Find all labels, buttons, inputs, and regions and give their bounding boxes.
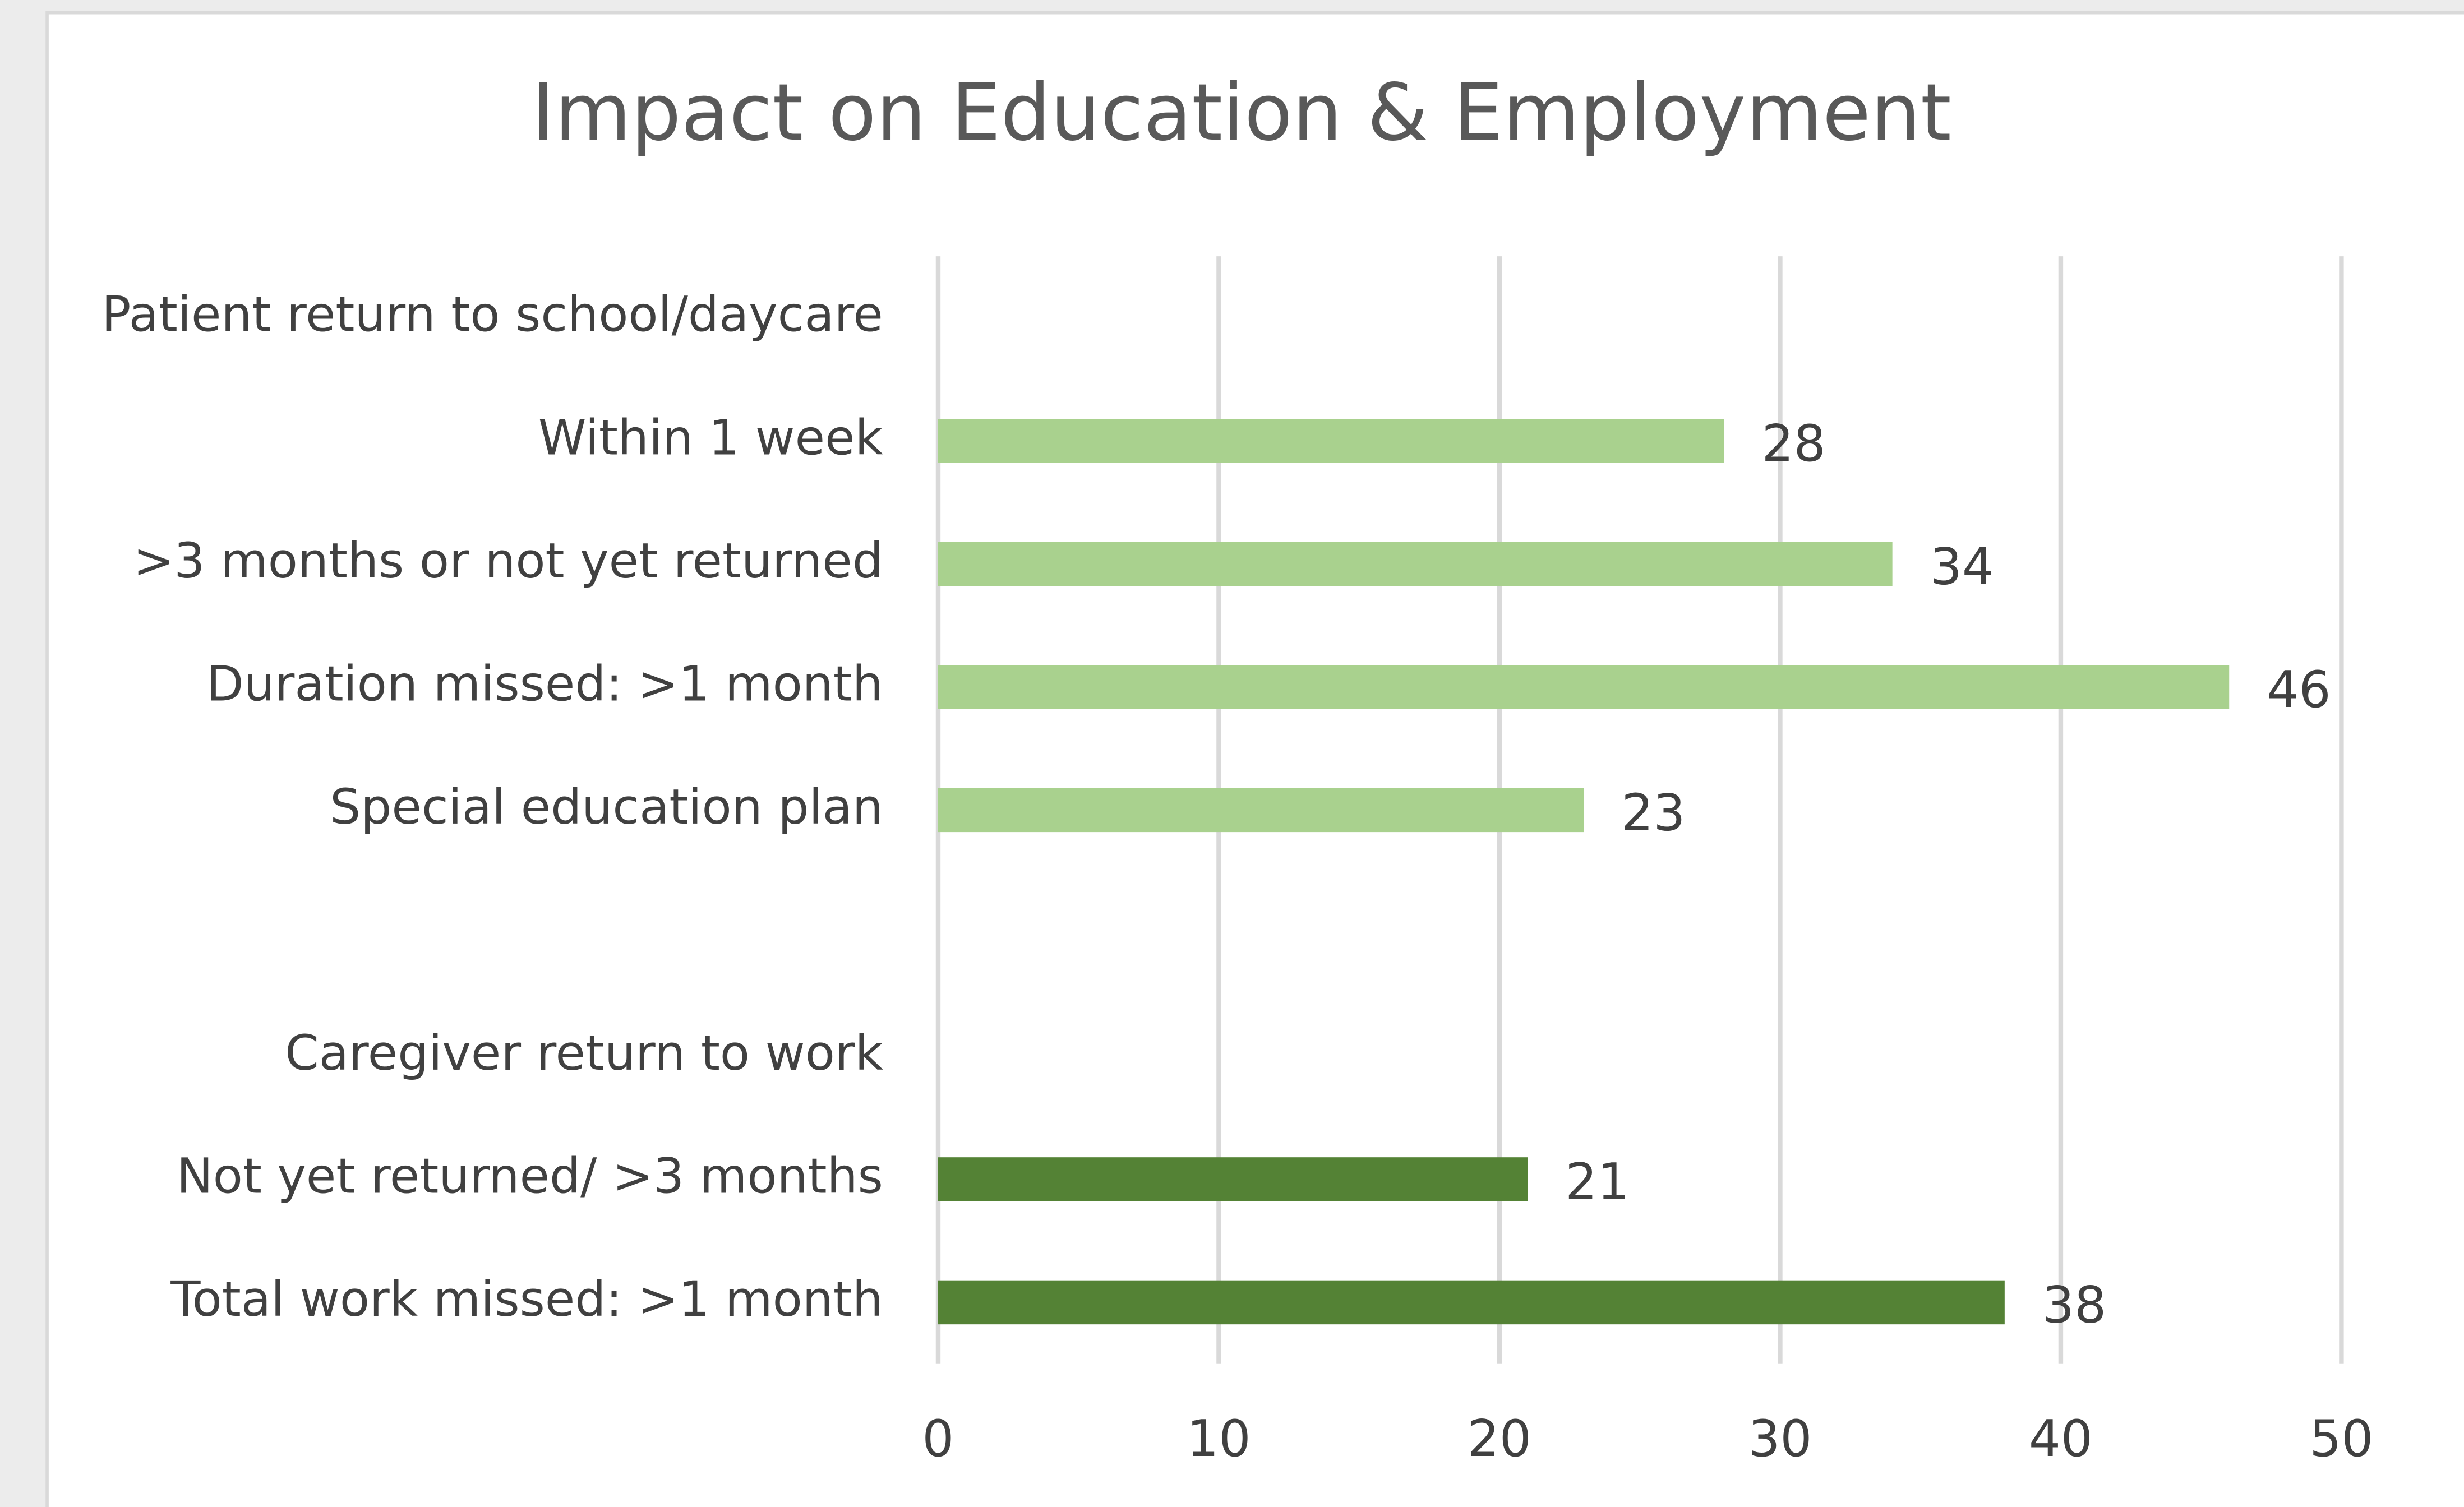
bar [938, 665, 2230, 709]
y-tick-label: Within 1 week [538, 409, 884, 466]
bar [938, 542, 1893, 586]
bar [938, 788, 1584, 833]
x-tick-label: 30 [1748, 1410, 1812, 1468]
x-tick-label: 10 [1187, 1410, 1251, 1468]
y-tick-label: Patient return to school/daycare [101, 286, 883, 343]
x-tick-label: 50 [2309, 1410, 2373, 1468]
x-tick-label: 20 [1468, 1410, 1531, 1468]
y-tick-label: >3 months or not yet returned [133, 533, 883, 589]
data-label: 38 [2042, 1277, 2106, 1335]
bar [938, 1280, 2005, 1325]
bar [938, 419, 1724, 463]
data-label: 34 [1930, 538, 1994, 596]
x-tick-label: 0 [922, 1410, 954, 1468]
y-tick-label: Special education plan [330, 779, 883, 835]
bar [938, 1157, 1528, 1201]
x-tick-label: 40 [2029, 1410, 2093, 1468]
data-label: 28 [1762, 415, 1826, 473]
y-tick-label: Duration missed: >1 month [206, 655, 883, 712]
chart-title: Impact on Education & Employment [532, 67, 1951, 159]
y-tick-label: Total work missed: >1 month [170, 1271, 883, 1328]
data-label: 46 [2267, 661, 2331, 719]
data-label: 21 [1565, 1153, 1629, 1212]
y-tick-label: Caregiver return to work [285, 1025, 883, 1081]
data-label: 23 [1621, 784, 1685, 842]
y-tick-label: Not yet returned/ >3 months [177, 1148, 883, 1204]
